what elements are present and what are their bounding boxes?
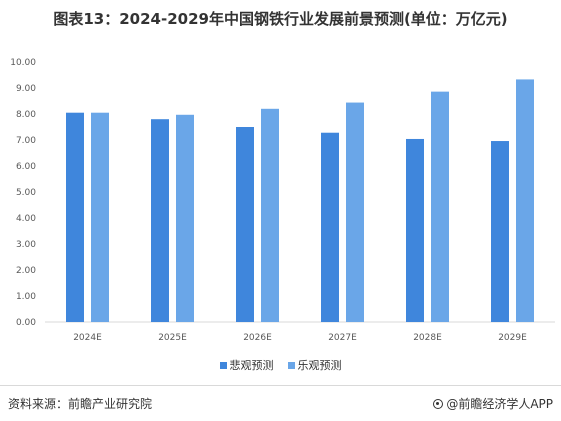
bar-optimistic	[516, 79, 534, 322]
chart-title: 图表13：2024-2029年中国钢铁行业发展前景预测(单位：万亿元)	[53, 10, 508, 28]
source-note: 资料来源：前瞻产业研究院	[8, 397, 153, 411]
legend-item-optimistic: 乐观预测	[287, 357, 342, 373]
bar-optimistic	[346, 102, 364, 322]
bar-optimistic	[176, 114, 194, 322]
x-axis-ticks: 2024E 2025E 2026E 2027E 2028E 2029E	[73, 333, 527, 343]
bar-pessimistic	[66, 112, 84, 322]
x-tick-label: 2029E	[498, 333, 527, 343]
x-tick-label: 2027E	[328, 333, 357, 343]
y-tick-label: 9.00	[16, 84, 36, 94]
y-tick-label: 3.00	[16, 240, 36, 250]
y-tick-label: 6.00	[16, 162, 36, 172]
legend-item-pessimistic: 悲观预测	[219, 357, 274, 373]
y-tick-label: 8.00	[16, 110, 36, 120]
y-tick-label: 4.00	[16, 214, 36, 224]
bar-optimistic	[431, 91, 449, 322]
bar-pessimistic	[236, 127, 254, 322]
bar-optimistic	[261, 108, 279, 322]
y-tick-label: 0.00	[16, 318, 36, 328]
bar-pessimistic	[151, 119, 169, 322]
bar-pessimistic	[321, 132, 339, 322]
x-tick-label: 2025E	[158, 333, 187, 343]
footer-divider	[0, 385, 561, 386]
bars	[66, 79, 534, 322]
bar-pessimistic	[491, 141, 509, 322]
brand-logo-icon	[433, 398, 444, 409]
brand-credit-text: @前瞻经济学人APP	[446, 397, 553, 411]
bar-pessimistic	[406, 138, 424, 322]
legend-swatch-optimistic	[287, 361, 295, 369]
y-tick-label: 5.00	[16, 188, 36, 198]
legend-label-optimistic: 乐观预测	[297, 359, 342, 372]
y-tick-label: 2.00	[16, 266, 36, 276]
y-tick-label: 10.00	[10, 58, 36, 68]
x-tick-label: 2028E	[413, 333, 442, 343]
y-axis-ticks: 0.00 1.00 2.00 3.00 4.00 5.00 6.00 7.00 8.00 9.00…	[10, 58, 36, 328]
x-tick-label: 2024E	[73, 333, 102, 343]
brand-credit: @前瞻经济学人APP	[433, 395, 553, 412]
y-tick-label: 1.00	[16, 292, 36, 302]
y-tick-label: 7.00	[16, 136, 36, 146]
x-tick-label: 2026E	[243, 333, 272, 343]
legend-label-pessimistic: 悲观预测	[229, 359, 274, 372]
bar-optimistic	[91, 112, 109, 322]
legend: 悲观预测 乐观预测	[0, 357, 561, 373]
legend-swatch-pessimistic	[219, 361, 227, 369]
